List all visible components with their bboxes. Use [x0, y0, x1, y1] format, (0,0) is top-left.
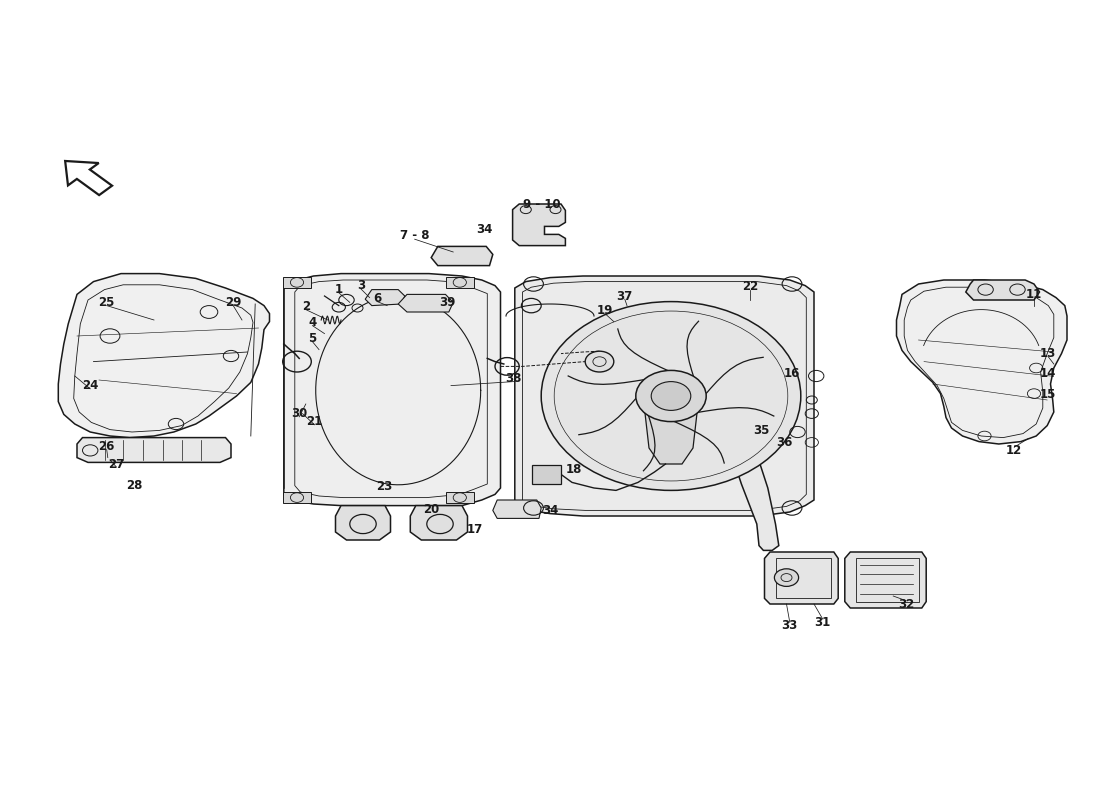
Text: 24: 24: [82, 379, 98, 392]
Text: 16: 16: [784, 367, 800, 380]
Polygon shape: [513, 204, 565, 246]
Polygon shape: [284, 274, 500, 506]
Text: 32: 32: [899, 598, 914, 610]
Text: 25: 25: [99, 296, 114, 309]
Polygon shape: [966, 280, 1040, 300]
Text: 34: 34: [542, 504, 558, 517]
Circle shape: [541, 302, 801, 490]
Polygon shape: [532, 465, 561, 484]
Text: 21: 21: [307, 415, 322, 428]
Circle shape: [585, 351, 614, 372]
Text: 18: 18: [566, 463, 582, 476]
Text: 35: 35: [754, 424, 769, 437]
Polygon shape: [284, 277, 311, 288]
Text: 23: 23: [376, 480, 392, 493]
Polygon shape: [515, 276, 814, 516]
Text: 27: 27: [109, 458, 124, 470]
Text: 39: 39: [440, 296, 455, 309]
Text: 11: 11: [1026, 288, 1042, 301]
Circle shape: [651, 382, 691, 410]
Text: 15: 15: [1041, 388, 1056, 401]
Circle shape: [636, 370, 706, 422]
Polygon shape: [431, 246, 493, 266]
Text: 3: 3: [356, 279, 365, 292]
Polygon shape: [410, 506, 468, 540]
Text: 6: 6: [373, 292, 382, 305]
Text: 1: 1: [334, 283, 343, 296]
Polygon shape: [336, 506, 390, 540]
Polygon shape: [58, 274, 270, 438]
Polygon shape: [845, 552, 926, 608]
Polygon shape: [728, 436, 779, 550]
Polygon shape: [493, 500, 541, 518]
Text: 13: 13: [1041, 347, 1056, 360]
Polygon shape: [447, 277, 473, 288]
Text: 31: 31: [815, 616, 830, 629]
Text: 5: 5: [308, 332, 317, 345]
Text: 38: 38: [506, 372, 521, 385]
Text: 22: 22: [742, 280, 758, 293]
Polygon shape: [447, 492, 473, 503]
Text: 20: 20: [424, 503, 439, 516]
Polygon shape: [398, 294, 453, 312]
Text: 7 - 8: 7 - 8: [400, 229, 429, 242]
Polygon shape: [365, 290, 405, 306]
Text: 37: 37: [617, 290, 632, 302]
Text: 19: 19: [597, 304, 613, 317]
Text: 9 - 10: 9 - 10: [524, 198, 561, 210]
Text: 33: 33: [782, 619, 797, 632]
Polygon shape: [284, 492, 311, 503]
Text: 30: 30: [292, 407, 307, 420]
Circle shape: [774, 569, 799, 586]
Text: 34: 34: [476, 223, 492, 236]
Text: 14: 14: [1041, 367, 1056, 380]
Polygon shape: [77, 438, 231, 462]
Text: 29: 29: [226, 296, 241, 309]
Text: 12: 12: [1006, 444, 1022, 457]
Polygon shape: [644, 400, 698, 464]
Text: 26: 26: [99, 440, 114, 453]
Text: 28: 28: [126, 479, 142, 492]
Polygon shape: [896, 280, 1067, 444]
Polygon shape: [764, 552, 838, 604]
Text: 36: 36: [777, 436, 792, 449]
Text: 17: 17: [468, 523, 483, 536]
Text: 2: 2: [301, 300, 310, 313]
Text: 4: 4: [308, 316, 317, 329]
